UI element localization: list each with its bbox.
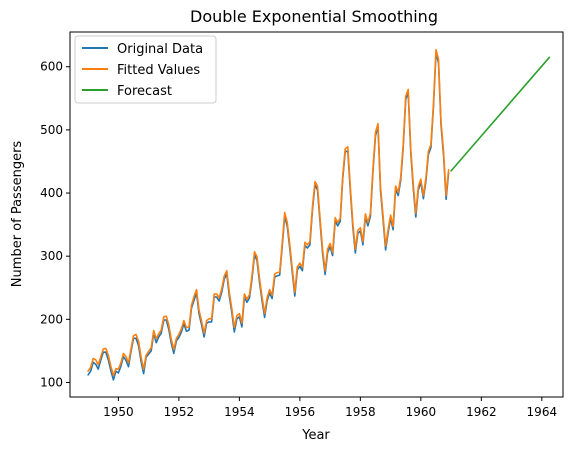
- legend-label: Fitted Values: [117, 63, 200, 78]
- x-tick-label: 1950: [103, 405, 134, 419]
- y-tick-label: 100: [40, 375, 63, 389]
- y-tick-label: 400: [40, 186, 63, 200]
- x-tick-label: 1964: [527, 405, 558, 419]
- chart-title: Double Exponential Smoothing: [190, 7, 438, 26]
- legend-label: Forecast: [117, 84, 172, 99]
- x-tick-label: 1952: [164, 405, 195, 419]
- x-axis: 1950 1952 1954 1956 1958 1960 1962 1964: [103, 397, 557, 419]
- x-axis-title: Year: [301, 428, 330, 443]
- series-line-fitted-values: [87, 48, 450, 377]
- x-tick-label: 1960: [406, 405, 437, 419]
- y-tick-label: 200: [40, 312, 63, 326]
- y-tick-label: 500: [40, 123, 63, 137]
- legend-label: Original Data: [117, 42, 203, 57]
- y-axis: 100 200 300 400 500 600: [40, 60, 70, 389]
- y-axis-title: Number of Passengers: [10, 141, 25, 288]
- series-line-forecast: [450, 56, 551, 172]
- x-tick-label: 1956: [285, 405, 316, 419]
- x-tick-label: 1954: [224, 405, 255, 419]
- legend: Original Data Fitted Values Forecast: [74, 35, 217, 104]
- y-tick-label: 600: [40, 60, 63, 74]
- x-tick-label: 1958: [345, 405, 376, 419]
- x-tick-label: 1962: [466, 405, 497, 419]
- y-tick-label: 300: [40, 249, 63, 263]
- series-layer: [87, 48, 551, 381]
- legend-box: [74, 35, 217, 104]
